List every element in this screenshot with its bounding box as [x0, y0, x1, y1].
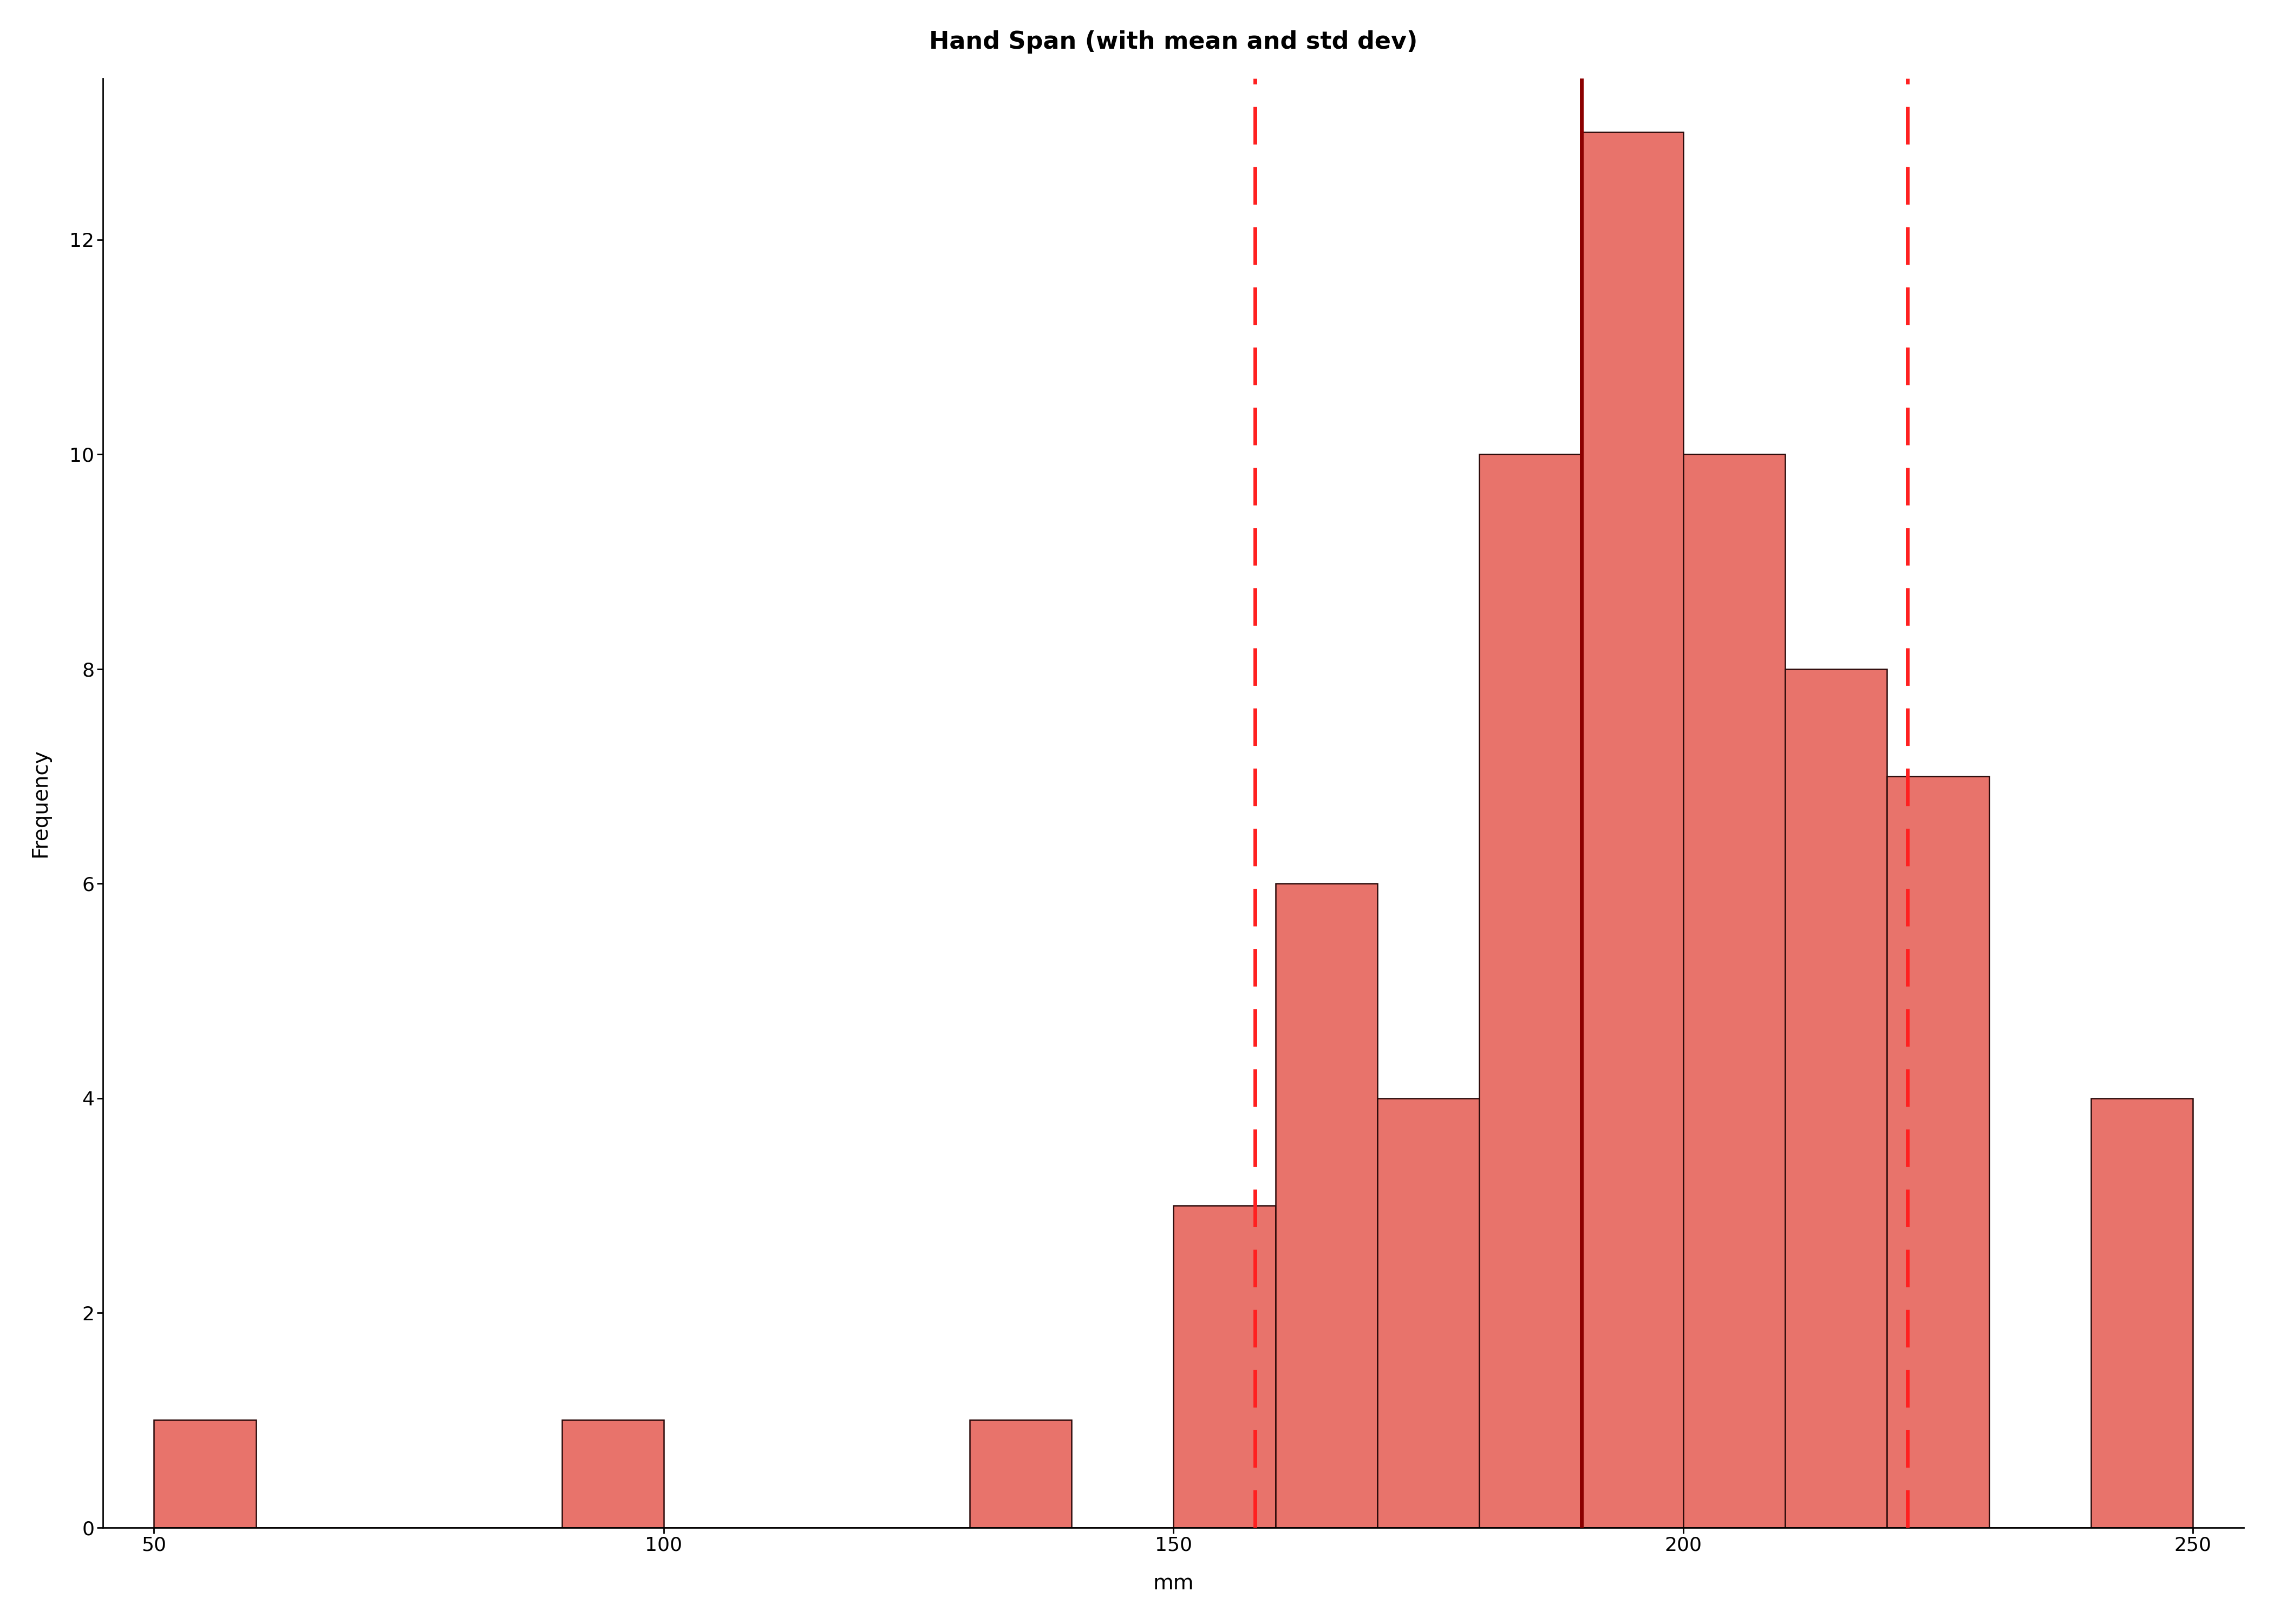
Bar	[1173, 1205, 1276, 1528]
Bar	[969, 1419, 1071, 1528]
Bar	[1378, 1098, 1480, 1528]
X-axis label: mm: mm	[1153, 1574, 1194, 1593]
Y-axis label: Frequency: Frequency	[30, 749, 50, 857]
Bar	[2092, 1098, 2192, 1528]
Bar	[155, 1419, 257, 1528]
Title: Hand Span (with mean and std dev): Hand Span (with mean and std dev)	[930, 31, 1417, 54]
Bar	[562, 1419, 664, 1528]
Bar	[1887, 776, 1990, 1528]
Bar	[1785, 669, 1887, 1528]
Bar	[1683, 455, 1785, 1528]
Bar	[1276, 883, 1378, 1528]
Bar	[1580, 132, 1683, 1528]
Bar	[1480, 455, 1580, 1528]
